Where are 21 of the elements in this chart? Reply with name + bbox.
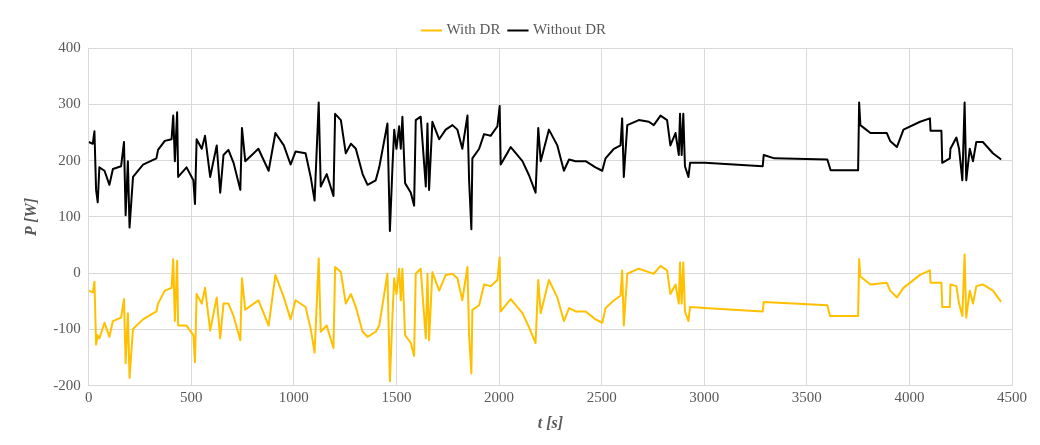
x-tick-label: 0 <box>84 388 93 405</box>
x-tick-label: 4000 <box>894 388 925 405</box>
y-axis-title: P [W] <box>21 197 39 237</box>
y-tick-label: 400 <box>58 38 81 55</box>
y-tick-label: 200 <box>58 151 81 168</box>
x-tick-label: 2000 <box>484 388 515 405</box>
y-tick-label: -200 <box>53 376 81 393</box>
legend-label: With DR <box>446 21 501 38</box>
x-tick-label: 1000 <box>278 388 309 405</box>
x-tick-label: 2500 <box>586 388 617 405</box>
x-axis-title: t [s] <box>537 413 564 431</box>
y-tick-label: 100 <box>58 207 81 224</box>
legend-label: Without DR <box>532 21 607 38</box>
x-tick-label: 4500 <box>997 388 1027 405</box>
y-tick-label: -100 <box>53 320 81 337</box>
x-tick-label: 1500 <box>381 388 412 405</box>
x-tick-label: 3500 <box>791 388 822 405</box>
x-tick-label: 500 <box>180 388 203 405</box>
x-tick-label: 3000 <box>689 388 720 405</box>
y-tick-label: 0 <box>73 264 81 281</box>
y-tick-label: 300 <box>58 95 81 112</box>
